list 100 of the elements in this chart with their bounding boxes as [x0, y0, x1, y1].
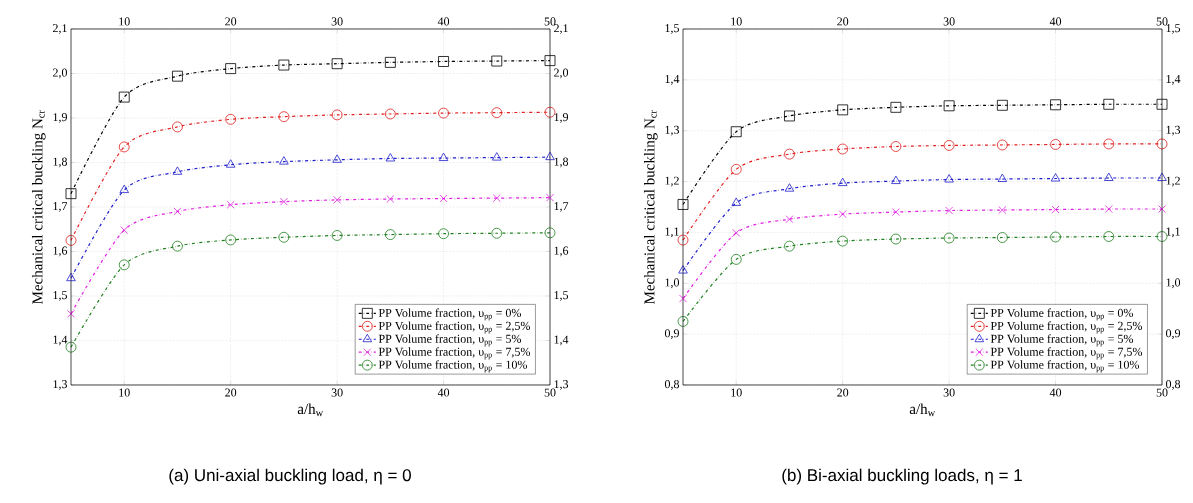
x2-tick-label: 50 [1156, 17, 1168, 26]
legend-label: PP Volume fraction, υ$_{pp}$ = 5% [378, 334, 522, 347]
point [1051, 205, 1060, 214]
point [331, 230, 343, 241]
point [1104, 172, 1114, 181]
point [279, 156, 289, 165]
point [730, 253, 742, 265]
y2-tick-label: 2,0 [554, 68, 569, 79]
point [943, 100, 955, 112]
y2-tick-label: 1,3 [1166, 125, 1181, 136]
point [172, 166, 183, 175]
point [1156, 138, 1168, 150]
point [172, 70, 183, 82]
point [996, 139, 1008, 151]
legend-label: PP Volume fraction, υ$_{pp}$ = 10% [378, 360, 528, 373]
point [172, 240, 183, 252]
point [731, 197, 741, 206]
point [677, 234, 689, 246]
legend-label: PP Volume fraction, υ$_{pp}$ = 10% [990, 360, 1140, 373]
y2-tick-label: 1,3 [554, 380, 569, 390]
y-tick-label: 1,6 [53, 246, 68, 257]
y-tick-label: 1,9 [53, 113, 67, 123]
y2-tick-label: 2,1 [554, 24, 568, 34]
y-tick-label: 1,4 [53, 335, 68, 346]
y-axis-title: Mechanical critical buckling N$_{cr}$ [643, 110, 658, 304]
point [439, 194, 448, 203]
y-tick-label: 0,8 [664, 380, 680, 390]
point [118, 91, 130, 103]
point [784, 240, 795, 252]
point [279, 197, 288, 206]
point [119, 184, 129, 193]
point [438, 152, 449, 161]
y-tick-label: 1,5 [53, 291, 67, 301]
point [544, 106, 556, 118]
y2-tick-label: 1,5 [554, 291, 569, 301]
text: (a) Uni-axial buckling load, η = 0 [169, 468, 411, 485]
point [1158, 205, 1166, 213]
x2-tick-label: 30 [943, 17, 955, 26]
point [890, 101, 902, 113]
y-axis-title: Mechanical critical buckling N$_{cr}$ [31, 110, 46, 304]
point [943, 140, 955, 151]
x-tick-label: 30 [331, 388, 343, 397]
point [890, 141, 902, 152]
x2-tick-label: 40 [1049, 17, 1062, 26]
point [997, 173, 1008, 182]
point [784, 183, 795, 192]
point [385, 153, 396, 162]
point [278, 231, 290, 243]
point [837, 177, 848, 186]
point [1103, 98, 1115, 110]
y-tick-label: 1,1 [665, 227, 679, 238]
point [225, 234, 237, 246]
point [65, 188, 77, 200]
x2-tick-label: 10 [119, 17, 130, 26]
point [492, 194, 501, 203]
point [1050, 139, 1061, 150]
point [386, 195, 395, 203]
x2-tick-label: 40 [437, 17, 450, 26]
y-tick-label: 0,9 [664, 329, 679, 340]
point [225, 113, 237, 125]
point [678, 265, 688, 274]
y2-tick-label: 1,7 [554, 202, 569, 212]
legend-label: PP Volume fraction, υ$_{pp}$ = 2,5% [378, 321, 531, 334]
point [1104, 205, 1113, 213]
point [491, 55, 503, 67]
point [67, 309, 75, 318]
point [225, 63, 237, 74]
x-tick-label: 40 [1049, 388, 1062, 397]
y-tick-label: 1,7 [53, 202, 68, 212]
point [785, 215, 794, 224]
x2-tick-label: 20 [225, 17, 237, 26]
y-tick-label: 1,5 [665, 24, 680, 34]
y2-tick-label: 1,4 [554, 335, 569, 346]
point [1156, 231, 1168, 242]
y2-tick-label: 1,2 [1166, 176, 1180, 187]
x2-tick-label: 20 [837, 17, 849, 26]
point [172, 121, 183, 133]
point [331, 58, 343, 70]
point [837, 143, 849, 155]
y2-tick-label: 1,4 [1166, 74, 1181, 85]
x-tick-label: 30 [943, 388, 955, 397]
point [438, 107, 449, 119]
point [278, 111, 290, 123]
point [837, 235, 849, 247]
point [384, 229, 396, 240]
point [890, 233, 902, 245]
y-tick-label: 2,0 [53, 68, 67, 79]
point [1050, 99, 1061, 111]
y-tick-label: 1,2 [665, 176, 679, 187]
point [732, 229, 741, 237]
legend-label: PP Volume fraction, υ$_{pp}$ = 7,5% [378, 347, 531, 360]
y-tick-label: 2,1 [53, 24, 67, 34]
point [333, 195, 342, 204]
x-tick-label: 50 [544, 388, 556, 397]
point [438, 56, 449, 67]
x-tick-label: 40 [437, 388, 450, 397]
point [120, 226, 129, 235]
x-axis-title: a/h$_{w}$ [909, 403, 936, 417]
point [891, 175, 901, 184]
point [838, 210, 847, 219]
